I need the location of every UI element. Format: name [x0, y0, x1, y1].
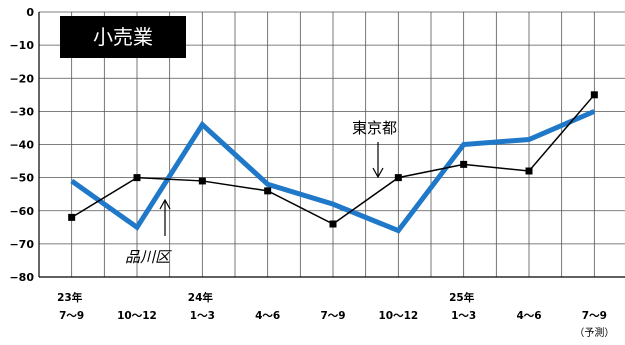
- shinagawa-annotation: 品川区: [125, 198, 172, 266]
- tokyo-annotation: 東京都: [352, 119, 397, 179]
- y-tick-label: −10: [9, 39, 34, 52]
- x-tick-period: 7～9: [582, 310, 607, 322]
- x-tick-period: 4～6: [516, 310, 541, 322]
- data-point-marker: [525, 167, 533, 175]
- tokyo-label: 東京都: [352, 119, 397, 137]
- y-tick-label: −30: [9, 105, 34, 118]
- shinagawa-label: 品川区: [125, 248, 172, 266]
- data-point-marker: [133, 174, 141, 182]
- data-point-marker: [460, 160, 468, 168]
- chart-title: 小売業: [93, 25, 153, 49]
- tokyo-arrowhead-icon: [372, 167, 384, 179]
- data-point-marker: [68, 213, 76, 221]
- x-tick-period: 1～3: [451, 310, 476, 322]
- y-tick-label: −20: [9, 72, 34, 85]
- y-tick-label: −70: [9, 238, 34, 251]
- data-point-marker: [394, 174, 402, 182]
- y-tick-label: −40: [9, 139, 34, 152]
- data-point-marker: [264, 187, 272, 195]
- title-background: [60, 16, 186, 58]
- x-tick-period: 4～6: [255, 310, 280, 322]
- y-tick-label: −80: [9, 271, 34, 284]
- x-tick-period: 7～9: [320, 310, 345, 322]
- x-tick-period: 1～3: [190, 310, 215, 322]
- chart-title-box: 小売業: [60, 16, 186, 58]
- y-tick-label: 0: [26, 6, 34, 19]
- x-tick-period: 10～12: [378, 310, 418, 322]
- series-group: [68, 91, 598, 234]
- data-point-marker: [329, 220, 337, 228]
- x-tick-period: 10～12: [117, 310, 157, 322]
- data-point-marker: [198, 177, 206, 185]
- x-axis: 23年 7～9 10～12 24年 1～3 4～6 7～9 10～12 25年 1～3 4～6 7～9…: [57, 291, 614, 339]
- y-tick-label: −60: [9, 205, 34, 218]
- y-tick-label: −50: [9, 172, 34, 185]
- x-tick-period: 7～9: [59, 310, 84, 322]
- x-tick-year: 25年: [449, 291, 475, 304]
- data-point-marker: [590, 91, 598, 99]
- shinagawa-arrowhead-icon: [159, 198, 171, 210]
- x-tick-note: （予測）: [574, 326, 614, 339]
- series-line-1: [70, 109, 596, 234]
- x-tick-year: 23年: [57, 291, 83, 304]
- x-tick-year: 24年: [188, 291, 214, 304]
- y-axis: 0 −10 −20 −30 −40 −50 −60 −70 −80: [9, 6, 34, 284]
